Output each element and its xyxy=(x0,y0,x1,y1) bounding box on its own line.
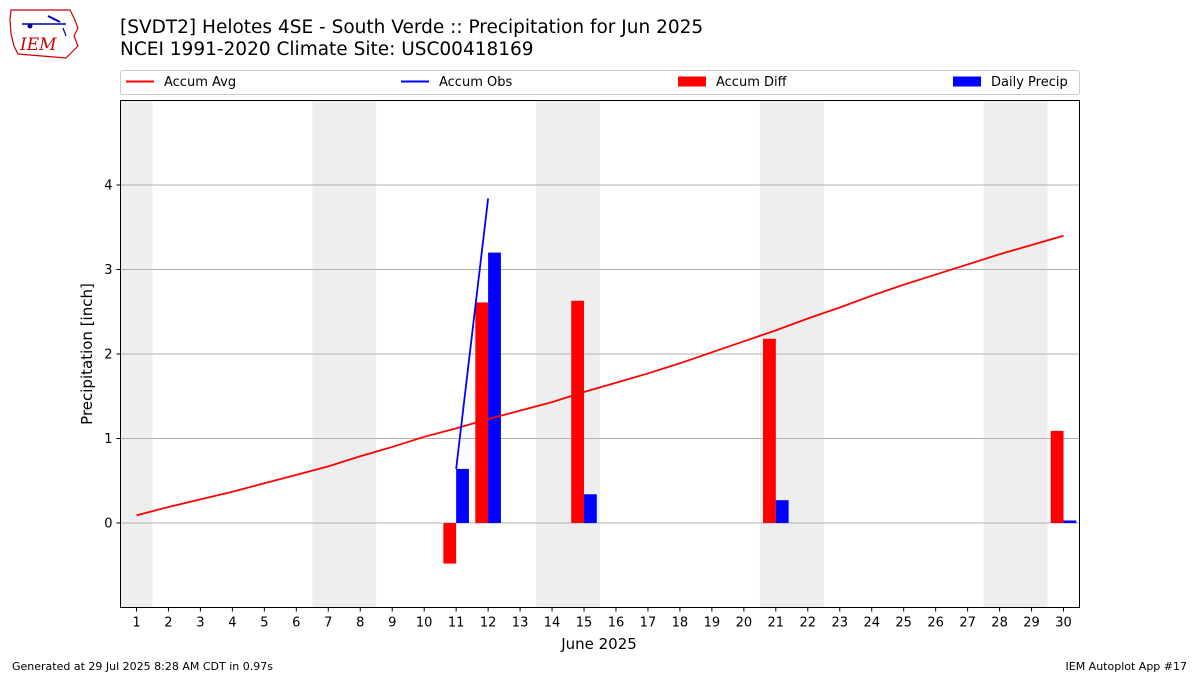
ytick-label-3: 3 xyxy=(104,263,112,278)
xtick-label-12: 12 xyxy=(480,616,497,631)
xtick-label-28: 28 xyxy=(991,616,1008,631)
accum-diff-bar-day-11 xyxy=(443,523,457,564)
xtick-label-7: 7 xyxy=(324,616,332,631)
legend-label-3: Daily Precip xyxy=(991,75,1068,90)
xtick-label-1: 1 xyxy=(132,616,140,631)
app-credit: IEM Autoplot App #17 xyxy=(1065,660,1188,673)
daily-precip-bar-day-15 xyxy=(584,494,597,523)
ytick-label-2: 2 xyxy=(104,348,112,363)
xtick-label-16: 16 xyxy=(608,616,625,631)
xtick-label-17: 17 xyxy=(640,616,657,631)
xtick-label-14: 14 xyxy=(544,616,561,631)
xtick-label-15: 15 xyxy=(576,616,593,631)
legend: Accum Avg Accum Obs Accum Diff Daily Precip xyxy=(120,70,1080,95)
x-axis-label: June 2025 xyxy=(560,635,637,653)
legend-swatch-2 xyxy=(678,76,706,87)
xtick-label-26: 26 xyxy=(927,616,944,631)
title-line-2: NCEI 1991-2020 Climate Site: USC00418169 xyxy=(120,39,534,60)
xtick-label-19: 19 xyxy=(704,616,721,631)
daily-precip-bar-day-12 xyxy=(488,252,501,523)
gridlines xyxy=(120,184,1080,524)
xtick-label-10: 10 xyxy=(416,616,433,631)
xtick-label-29: 29 xyxy=(1023,616,1040,631)
accum-obs-line xyxy=(455,198,490,470)
iem-iowa-logo-icon: IEM xyxy=(9,9,79,59)
legend-label-1: Accum Obs xyxy=(439,75,512,90)
xtick-label-27: 27 xyxy=(959,616,976,631)
xtick-label-2: 2 xyxy=(164,616,172,631)
ytick-label-0: 0 xyxy=(104,517,112,532)
legend-box xyxy=(120,70,1080,95)
daily-precip-bar-day-30 xyxy=(1063,520,1077,523)
xtick-label-9: 9 xyxy=(388,616,396,631)
xtick-label-24: 24 xyxy=(863,616,880,631)
xtick-label-4: 4 xyxy=(228,616,236,631)
generated-timestamp: Generated at 29 Jul 2025 8:28 AM CDT in … xyxy=(12,660,273,673)
xtick-label-3: 3 xyxy=(196,616,204,631)
y-axis-label: Precipitation [inch] xyxy=(78,283,96,425)
legend-swatch-3 xyxy=(953,76,981,87)
legend-label-0: Accum Avg xyxy=(164,75,236,90)
xtick-label-13: 13 xyxy=(512,616,529,631)
logo-text: IEM xyxy=(19,35,57,55)
ytick-label-4: 4 xyxy=(104,179,112,194)
xtick-label-20: 20 xyxy=(736,616,753,631)
xtick-label-23: 23 xyxy=(831,616,848,631)
bars xyxy=(443,252,1077,564)
accum-diff-bar-day-12 xyxy=(475,302,489,523)
accum-diff-bar-day-21 xyxy=(763,338,776,523)
xtick-label-11: 11 xyxy=(448,616,465,631)
xtick-label-8: 8 xyxy=(356,616,364,631)
xtick-label-21: 21 xyxy=(768,616,785,631)
lines xyxy=(136,198,1064,517)
accum-diff-bar-day-15 xyxy=(571,300,585,523)
iem-logo: IEM xyxy=(8,6,82,64)
xtick-label-30: 30 xyxy=(1055,616,1072,631)
chart-title: [SVDT2] Helotes 4SE - South Verde :: Pre… xyxy=(120,17,703,61)
accum-diff-bar-day-30 xyxy=(1050,430,1064,523)
daily-precip-bar-day-11 xyxy=(456,468,469,523)
xtick-label-5: 5 xyxy=(260,616,268,631)
xtick-label-6: 6 xyxy=(292,616,300,631)
xtick-label-18: 18 xyxy=(672,616,689,631)
title-line-1: [SVDT2] Helotes 4SE - South Verde :: Pre… xyxy=(120,17,704,38)
ytick-label-1: 1 xyxy=(104,432,112,447)
accum-avg-line xyxy=(136,234,1064,517)
legend-label-2: Accum Diff xyxy=(716,75,788,90)
daily-precip-bar-day-21 xyxy=(775,500,789,523)
xtick-label-25: 25 xyxy=(895,616,912,631)
xtick-label-22: 22 xyxy=(800,616,817,631)
